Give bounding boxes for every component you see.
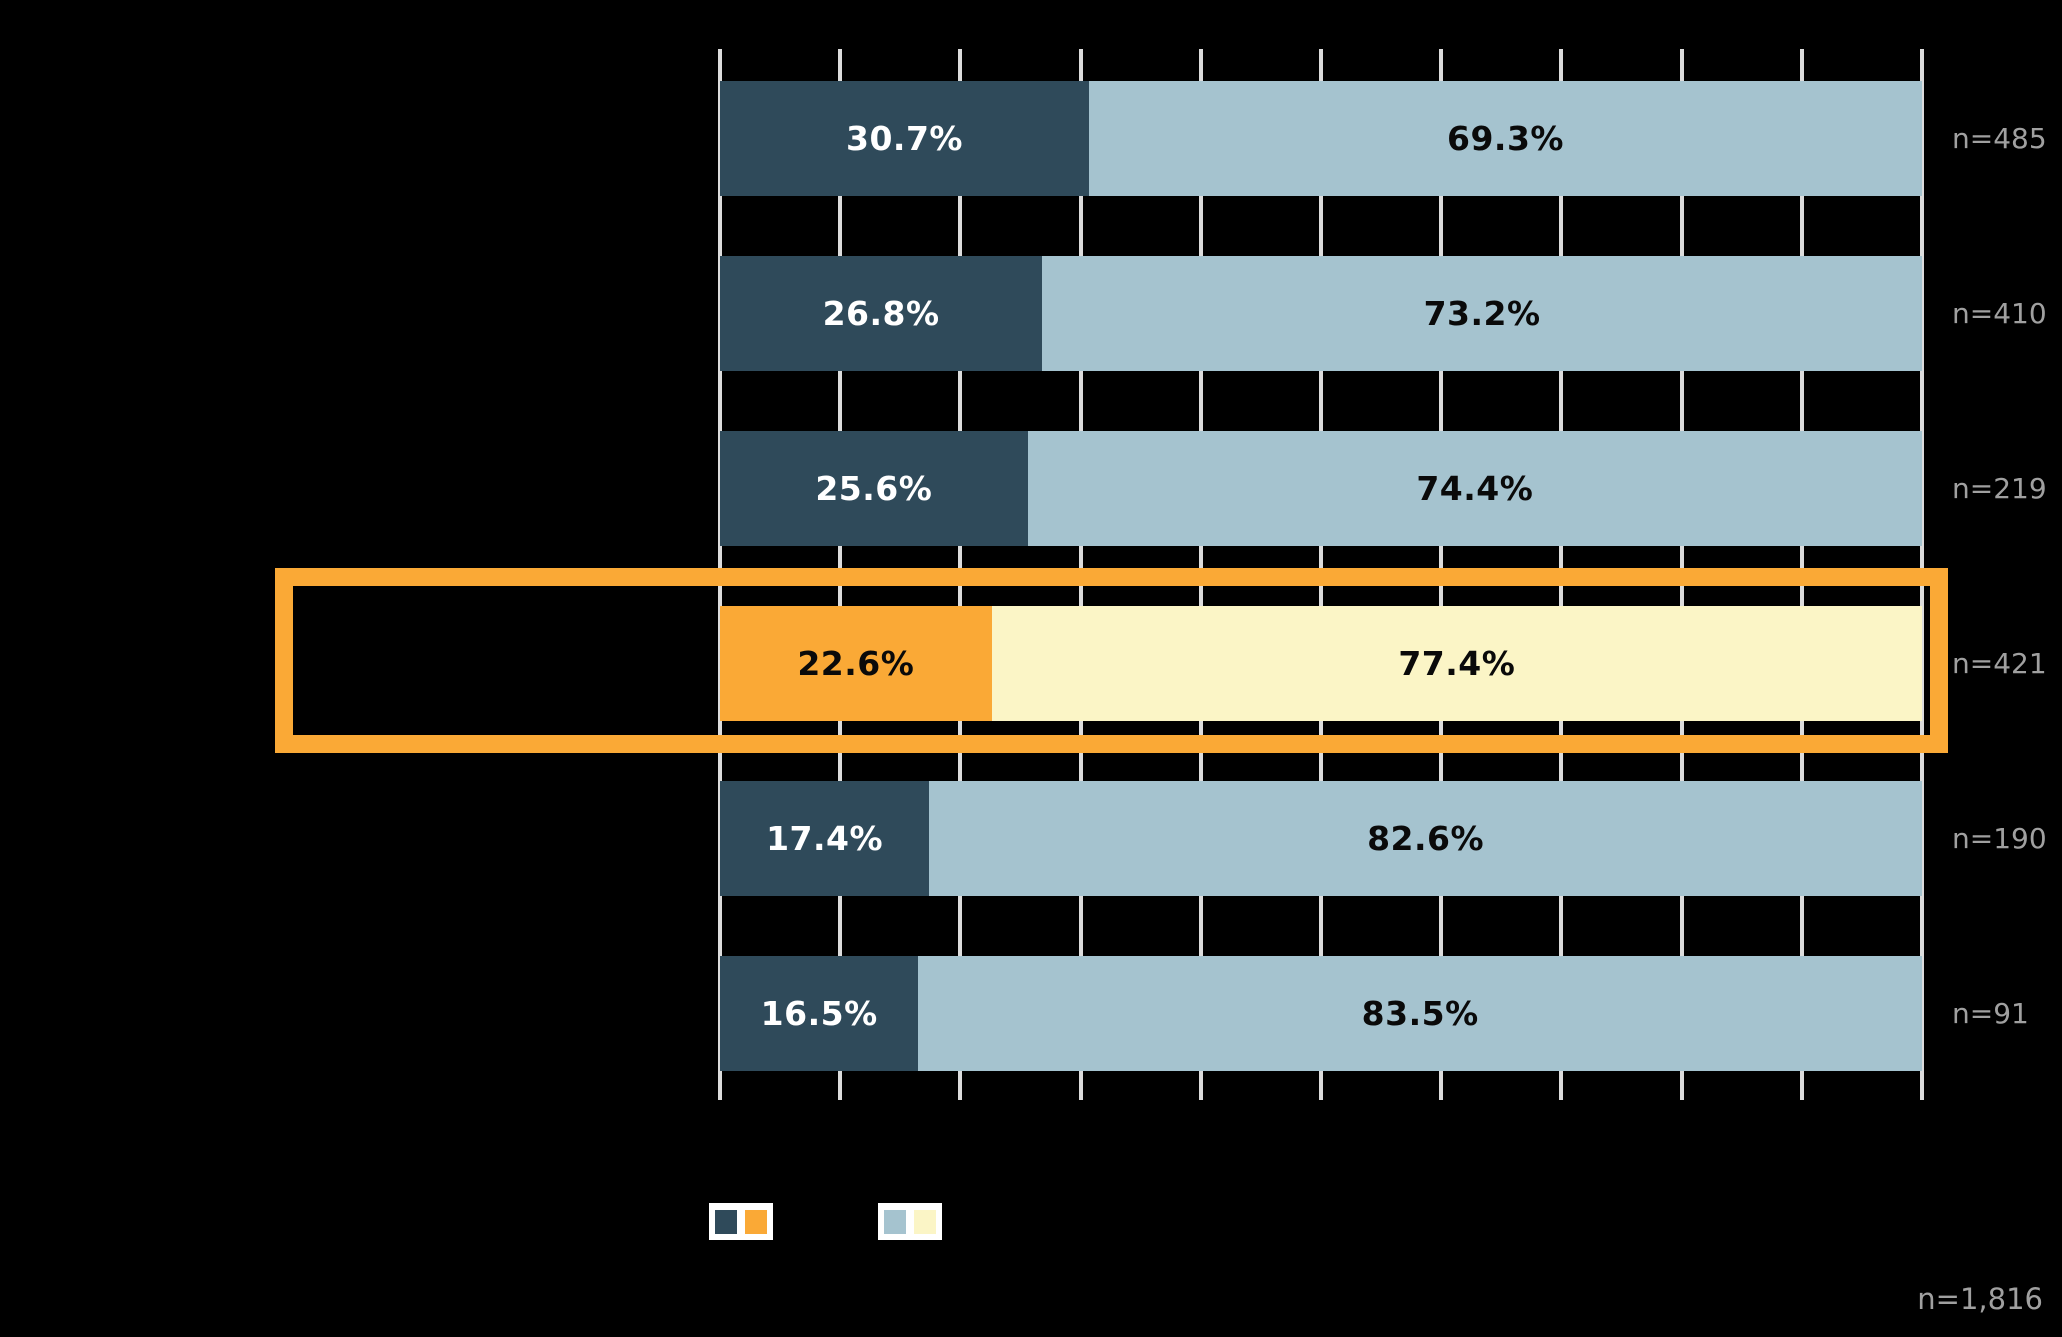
legend-item-1 (709, 1203, 773, 1240)
legend-swatch (914, 1209, 936, 1234)
n-label: n=190 (1952, 822, 2047, 855)
bar-segment-1-label-3: 25.6% (720, 431, 1028, 546)
n-label: n=410 (1952, 297, 2047, 330)
legend-item-2 (878, 1203, 942, 1240)
bar-row: 30.7% 69.3% (720, 81, 1922, 196)
n-label: n=421 (1952, 647, 2047, 680)
n-label: n=219 (1952, 472, 2047, 505)
bar-row: 22.6% 77.4% (720, 606, 1922, 721)
n-label: n=485 (1952, 122, 2047, 155)
bar-segment-2-label-2: 73.2% (1042, 256, 1922, 371)
n-label: n=91 (1952, 997, 2029, 1030)
bar-row: 26.8% 73.2% (720, 256, 1922, 371)
bar-segment-2-label-3: 74.4% (1027, 431, 1922, 546)
bar-row: 17.4% 82.6% (720, 781, 1922, 896)
bar-row: 16.5% 83.5% (720, 956, 1922, 1071)
plot-area: 30.7% 69.3% 26.8% 73.2% 25.6% 74.4% 22.6% 77.4%… (718, 49, 1924, 1100)
total-n-label: n=1,816 (1917, 1282, 2043, 1316)
legend-swatch (884, 1209, 906, 1234)
highlight-box (275, 568, 1948, 753)
bar-segment-2-label-1: 69.3% (1089, 81, 1922, 196)
bar-segment-2-label-6: 83.5% (918, 956, 1922, 1071)
bar-segment-2-label-5: 82.6% (929, 781, 1922, 896)
bar-segment-1-label-6: 16.5% (720, 956, 919, 1071)
bar-segment-1-label-4: 22.6% (720, 606, 992, 721)
legend-swatch (715, 1209, 737, 1234)
bar-segment-1-label-1: 30.7% (720, 81, 1089, 196)
bar-segment-2-label-4: 77.4% (991, 606, 1922, 721)
bar-segment-1-label-2: 26.8% (720, 256, 1043, 371)
bar-row: 25.6% 74.4% (720, 431, 1922, 546)
bar-segment-1-label-5: 17.4% (720, 781, 930, 896)
legend-swatch (745, 1209, 767, 1234)
